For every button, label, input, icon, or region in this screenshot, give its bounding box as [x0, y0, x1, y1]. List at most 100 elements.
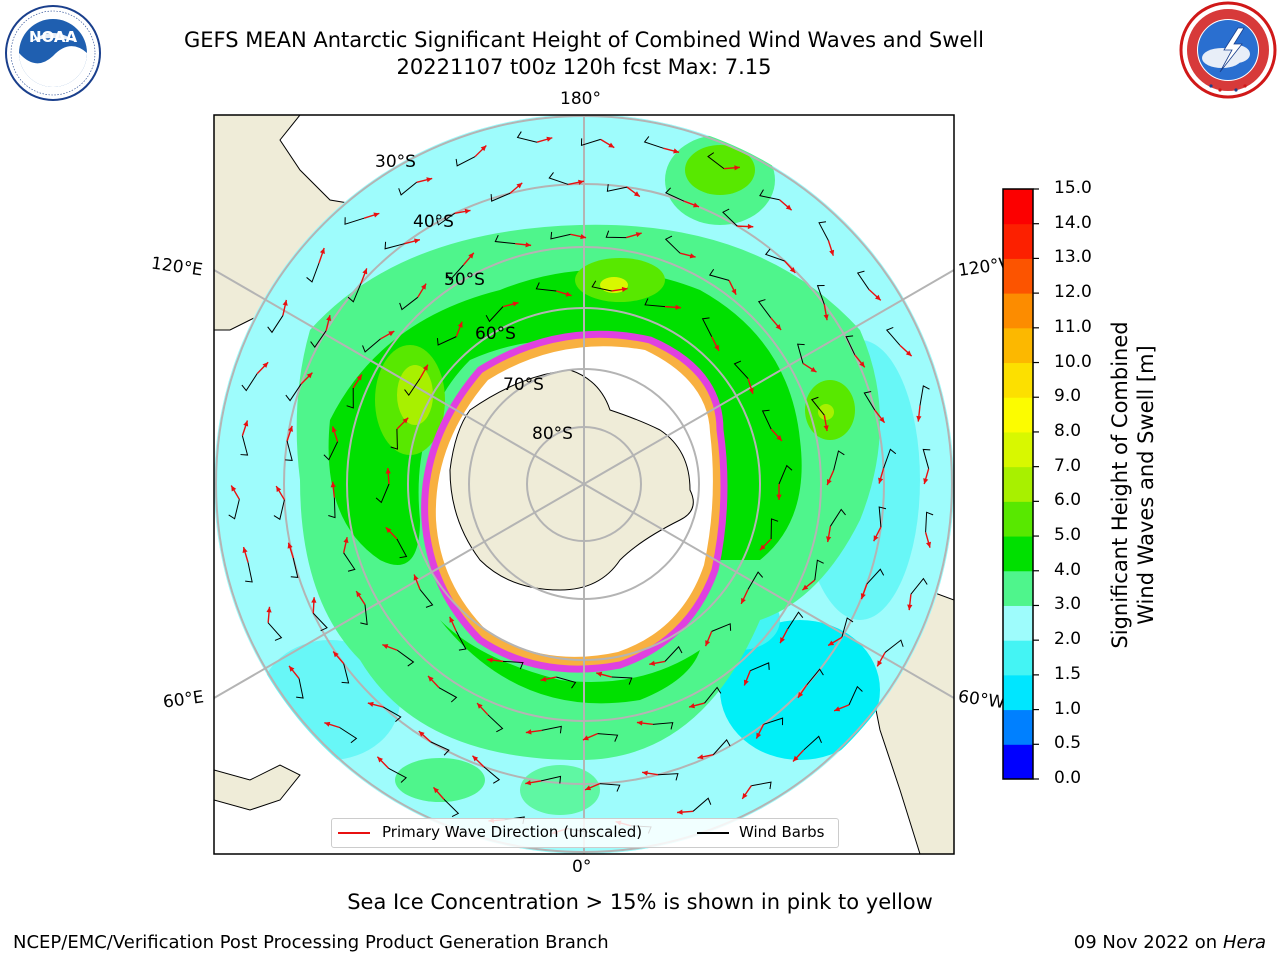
wind-barb [757, 299, 772, 319]
wave-direction-arrowhead [414, 238, 420, 244]
wave-direction-arrowhead [802, 584, 809, 591]
wind-barbs-legend-label: Wind Barbs [739, 823, 825, 841]
wave-direction-arrowhead [333, 651, 339, 658]
wind-barb [763, 717, 784, 726]
colorbar-band [1003, 327, 1033, 364]
wave-direction-arrowhead [418, 731, 425, 737]
colorbar-tick-label: 1.0 [1054, 698, 1082, 719]
map-legend: Primary Wave Direction (unscaled) Wind B… [331, 818, 839, 848]
wave-direction-arrowhead [516, 182, 523, 189]
wave-direction-arrowhead [382, 644, 389, 649]
wind-barb [483, 766, 501, 784]
colorbar-tick-label: 9.0 [1054, 386, 1082, 407]
wind-barb [384, 241, 405, 250]
wind-barb [764, 248, 785, 262]
wave-direction-arrowhead [873, 535, 879, 542]
wave-direction-arrowhead [697, 754, 704, 760]
wind-barb [796, 343, 805, 364]
colorbar-band [1003, 570, 1033, 606]
wave-direction-arrowhead [582, 735, 589, 741]
wind-barb [787, 611, 804, 630]
wind-barb [704, 686, 722, 704]
wind-barb [455, 631, 467, 651]
wind-barb [810, 396, 825, 416]
wind-barb [310, 330, 327, 349]
wind-barb [267, 622, 283, 641]
wind-barb [848, 685, 863, 706]
wave-direction-arrowhead [689, 703, 695, 709]
wind-barb [344, 217, 365, 225]
colorbar-band [1003, 362, 1033, 398]
wind-barb [652, 722, 674, 730]
map-frame [213, 114, 955, 855]
wave-direction-arrowhead [311, 597, 317, 603]
wind-barb [866, 568, 885, 585]
wind-barb [362, 338, 381, 353]
wave-direction-arrowhead [428, 675, 434, 682]
wave-direction-arrowhead [734, 165, 740, 171]
colorbar-title-line2: Wind Waves and Swell [m] [1134, 345, 1158, 625]
wave-direction-arrowhead [731, 288, 737, 295]
wave-direction-arrowhead [324, 721, 331, 727]
wave-direction-arrowhead [356, 591, 362, 598]
wave-direction-arrowhead [829, 249, 835, 256]
wind-barb [708, 268, 730, 281]
wave-direction-arrowhead [487, 657, 493, 663]
wind-barb [398, 181, 417, 196]
wave-direction-arrowhead [926, 541, 932, 548]
colorbar-tick-label: 14.0 [1054, 212, 1092, 233]
antarctica-landmass [449, 369, 694, 591]
colorbar-tick-label: 12.0 [1054, 282, 1092, 303]
wind-barb [267, 315, 284, 334]
colorbar-tick-label: 1.5 [1054, 663, 1082, 684]
wave-direction-arrowhead [705, 640, 711, 647]
wind-barb [343, 552, 356, 572]
wind-barb [323, 441, 339, 461]
wave-direction-arrowhead [905, 350, 912, 357]
noaa-logo-text: NOAA [29, 28, 78, 46]
wind-barb [328, 497, 336, 519]
lat-label-40s: 40°S [413, 212, 454, 232]
national-weather-service-logo-icon [1178, 0, 1278, 100]
wind-barb [390, 429, 398, 450]
lat-label-60s: 60°S [475, 324, 516, 344]
wind-barb [556, 676, 577, 689]
wind-barb [502, 660, 524, 670]
wave-direction-arrowhead [785, 204, 792, 211]
wind-barb [657, 773, 679, 781]
colorbar-band [1003, 674, 1033, 711]
wave-direction-arrowhead [385, 468, 391, 474]
lat-label-70s: 70°S [503, 375, 544, 395]
wind-barb [535, 282, 557, 292]
wave-direction-arrowhead [859, 361, 865, 368]
wave-direction-arrowhead [834, 706, 841, 712]
colorbar-band [1003, 293, 1033, 329]
wave-direction-legend-swatch [338, 832, 370, 834]
wave-direction-arrowhead [512, 301, 519, 307]
colorbar-band [1003, 397, 1033, 433]
wind-barb [833, 450, 845, 471]
colorbar-tick-label: 13.0 [1054, 247, 1092, 268]
wind-barb [485, 306, 504, 323]
wave-direction-arrowhead [525, 729, 532, 735]
wind-barb [841, 617, 854, 638]
chart-subtitle: 20221107 t00z 120h fcst Max: 7.15 [396, 55, 772, 79]
wave-direction-arrowhead [714, 344, 719, 351]
wind-barb [664, 235, 681, 254]
wave-direction-arrowhead [413, 574, 419, 581]
colorbar-tick-label: 8.0 [1054, 420, 1082, 441]
wave-direction-arrowhead [480, 145, 487, 152]
wind-barb [770, 518, 779, 539]
wind-barb [285, 383, 302, 402]
wave-direction-arrowhead [319, 247, 325, 254]
colorbar-band [1003, 709, 1033, 745]
wave-direction-arrowhead [878, 477, 884, 484]
wind-barb [863, 390, 876, 411]
wind-barb [375, 483, 390, 504]
wind-barb [346, 387, 354, 409]
wave-direction-arrowhead [580, 234, 587, 240]
colorbar-band [1003, 605, 1033, 641]
wind-barb [541, 725, 562, 734]
wind-barb [712, 739, 731, 756]
wind-barb [665, 187, 685, 202]
